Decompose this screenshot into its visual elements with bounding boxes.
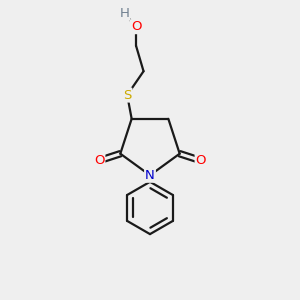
Text: O: O <box>94 154 104 167</box>
Text: N: N <box>145 169 155 182</box>
Text: S: S <box>123 88 131 101</box>
Text: O: O <box>196 154 206 167</box>
Text: O: O <box>131 20 141 33</box>
Text: H: H <box>119 7 129 20</box>
